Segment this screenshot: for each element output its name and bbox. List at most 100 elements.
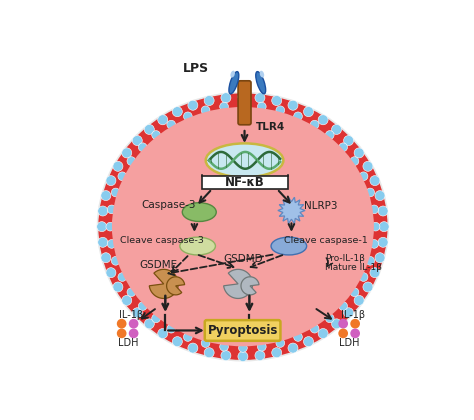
Circle shape bbox=[288, 343, 298, 353]
Circle shape bbox=[370, 239, 379, 248]
Circle shape bbox=[238, 92, 248, 102]
Circle shape bbox=[188, 343, 198, 353]
Circle shape bbox=[288, 100, 298, 110]
Circle shape bbox=[350, 157, 359, 165]
Circle shape bbox=[167, 120, 175, 129]
Circle shape bbox=[318, 115, 328, 125]
Text: Pro-IL-1β: Pro-IL-1β bbox=[325, 254, 365, 262]
Circle shape bbox=[167, 324, 175, 333]
Text: NLRP3: NLRP3 bbox=[304, 201, 337, 211]
Circle shape bbox=[138, 143, 147, 152]
Circle shape bbox=[221, 351, 231, 360]
Ellipse shape bbox=[206, 143, 283, 177]
Circle shape bbox=[363, 282, 373, 292]
Circle shape bbox=[318, 328, 328, 339]
Circle shape bbox=[378, 206, 388, 216]
Circle shape bbox=[138, 302, 147, 310]
FancyBboxPatch shape bbox=[205, 320, 281, 341]
Circle shape bbox=[117, 328, 127, 338]
Circle shape bbox=[276, 106, 285, 115]
Circle shape bbox=[354, 295, 364, 305]
Circle shape bbox=[221, 93, 231, 103]
Circle shape bbox=[238, 101, 247, 110]
Circle shape bbox=[219, 102, 228, 111]
Text: Cleave caspase-1: Cleave caspase-1 bbox=[283, 236, 367, 245]
Circle shape bbox=[255, 351, 265, 360]
Ellipse shape bbox=[260, 71, 264, 78]
Text: Cleave caspase-3: Cleave caspase-3 bbox=[120, 236, 204, 245]
Circle shape bbox=[238, 344, 247, 352]
Circle shape bbox=[331, 319, 342, 329]
Text: NF-κB: NF-κB bbox=[225, 176, 264, 189]
Circle shape bbox=[158, 328, 168, 339]
Circle shape bbox=[366, 257, 374, 265]
Text: TLR4: TLR4 bbox=[256, 122, 285, 132]
Ellipse shape bbox=[229, 72, 239, 94]
Circle shape bbox=[339, 143, 347, 152]
Circle shape bbox=[122, 148, 132, 158]
Text: Pyroptosis: Pyroptosis bbox=[208, 324, 278, 337]
Circle shape bbox=[173, 107, 182, 117]
Circle shape bbox=[338, 319, 348, 328]
Circle shape bbox=[331, 124, 342, 134]
FancyBboxPatch shape bbox=[201, 176, 288, 189]
Circle shape bbox=[379, 222, 389, 232]
Circle shape bbox=[127, 288, 136, 297]
Circle shape bbox=[101, 191, 111, 201]
Circle shape bbox=[183, 333, 192, 341]
Text: IL-1β: IL-1β bbox=[341, 310, 365, 320]
Circle shape bbox=[344, 136, 354, 146]
Circle shape bbox=[303, 107, 313, 117]
Text: GSDMD: GSDMD bbox=[223, 254, 263, 264]
Circle shape bbox=[152, 314, 161, 323]
Circle shape bbox=[101, 253, 111, 263]
Text: Mature IL-1β: Mature IL-1β bbox=[325, 262, 382, 272]
Ellipse shape bbox=[180, 237, 216, 255]
Circle shape bbox=[303, 336, 313, 346]
Ellipse shape bbox=[99, 93, 387, 360]
Circle shape bbox=[325, 131, 334, 139]
Circle shape bbox=[113, 161, 123, 171]
Circle shape bbox=[97, 222, 107, 232]
Circle shape bbox=[201, 339, 210, 347]
Circle shape bbox=[363, 161, 373, 171]
Circle shape bbox=[366, 188, 374, 197]
Polygon shape bbox=[149, 269, 178, 299]
Circle shape bbox=[325, 314, 334, 323]
Circle shape bbox=[310, 120, 319, 129]
Circle shape bbox=[122, 295, 132, 305]
Circle shape bbox=[359, 273, 368, 281]
Circle shape bbox=[219, 342, 228, 351]
Circle shape bbox=[173, 336, 182, 346]
Circle shape bbox=[370, 205, 379, 214]
Circle shape bbox=[370, 176, 380, 186]
Circle shape bbox=[272, 96, 282, 105]
Circle shape bbox=[370, 268, 380, 278]
FancyBboxPatch shape bbox=[238, 81, 251, 125]
Circle shape bbox=[204, 348, 214, 358]
Circle shape bbox=[350, 328, 360, 338]
Circle shape bbox=[276, 339, 285, 347]
Circle shape bbox=[338, 328, 348, 338]
Polygon shape bbox=[241, 277, 259, 295]
Circle shape bbox=[132, 308, 142, 318]
Circle shape bbox=[98, 237, 108, 247]
Polygon shape bbox=[166, 277, 185, 295]
Circle shape bbox=[107, 239, 116, 248]
Circle shape bbox=[359, 172, 368, 181]
Circle shape bbox=[129, 328, 138, 338]
Circle shape bbox=[107, 205, 116, 214]
Circle shape bbox=[255, 93, 265, 103]
Text: GSDME: GSDME bbox=[140, 260, 178, 270]
Circle shape bbox=[375, 253, 385, 263]
Circle shape bbox=[111, 257, 120, 265]
Circle shape bbox=[183, 112, 192, 121]
Circle shape bbox=[118, 273, 127, 281]
Circle shape bbox=[106, 176, 116, 186]
Circle shape bbox=[294, 112, 302, 121]
Text: LPS: LPS bbox=[183, 62, 209, 75]
Circle shape bbox=[257, 102, 266, 111]
Circle shape bbox=[350, 288, 359, 297]
Circle shape bbox=[339, 302, 347, 310]
Polygon shape bbox=[278, 197, 305, 224]
